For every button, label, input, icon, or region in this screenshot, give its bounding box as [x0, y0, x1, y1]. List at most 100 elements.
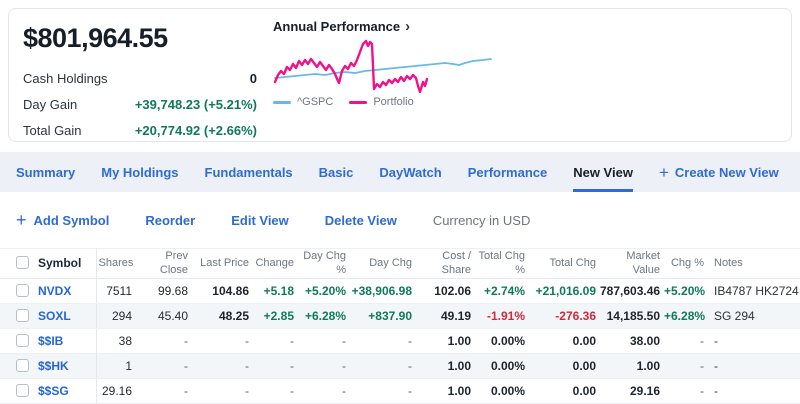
cell-prev-close: - — [134, 353, 190, 379]
summary-value: +20,774.92 (+2.66%) — [134, 122, 257, 138]
cell-total-chg: +2.74% — [473, 278, 527, 304]
symbol-link[interactable]: SOXL — [38, 309, 71, 323]
cell-change: - — [251, 353, 296, 379]
cell-cost-share: 49.19 — [414, 303, 473, 329]
currency-label: Currency in USD — [432, 212, 531, 228]
cell-total-chg: +21,016.09 — [527, 278, 598, 304]
row-checkbox[interactable] — [16, 334, 29, 347]
cell-shares: 294 — [96, 303, 134, 329]
cell-day-chg: - — [296, 378, 348, 404]
legend-swatch — [349, 100, 368, 104]
table-row-nvdx: NVDX 7511 99.68 104.86 +5.18 +5.20% +38,906.98… — [0, 278, 800, 304]
summary-label: Day Gain — [23, 96, 78, 112]
cell-last-price: 104.86 — [190, 278, 251, 304]
column-header-last-price: Last Price — [190, 248, 251, 279]
cell-shares: 1 — [96, 353, 134, 379]
cell-change: +2.85 — [251, 303, 296, 329]
cell-cost-share: 1.00 — [414, 353, 473, 379]
cell-notes: - — [706, 378, 800, 404]
table-toolbar: + Add Symbol Reorder Edit View Delete Vi… — [0, 192, 800, 248]
tab-fundamentals[interactable]: Fundamentals — [204, 164, 293, 180]
cell-total-chg: 0.00 — [527, 353, 598, 379]
portfolio-line — [273, 39, 429, 94]
cell-chg: +5.20% — [662, 278, 706, 304]
cell-last-price: - — [190, 353, 251, 379]
cell-notes: - — [706, 353, 800, 379]
tab-summary[interactable]: Summary — [16, 164, 76, 180]
cell-total-chg: 0.00 — [527, 328, 598, 354]
add-symbol-label: Add Symbol — [33, 212, 110, 228]
cell-market-value: 787,603.46 — [598, 278, 662, 304]
select-all-checkbox[interactable] — [16, 255, 29, 269]
column-header-change: Change — [251, 248, 296, 279]
summary-row-total-gain: Total Gain +20,774.92 (+2.66%) — [23, 117, 257, 143]
cell-change: +5.18 — [251, 278, 296, 304]
cell-day-chg: +38,906.98 — [348, 278, 414, 304]
symbol-cell: NVDX — [0, 278, 97, 304]
cell-shares: 7511 — [96, 278, 134, 304]
cell-market-value: 1.00 — [598, 353, 662, 379]
symbol-link[interactable]: NVDX — [38, 284, 72, 298]
add-symbol-button[interactable]: + Add Symbol — [16, 211, 109, 229]
cell-cost-share: 102.06 — [414, 278, 473, 304]
symbol-link[interactable]: $$IB — [38, 334, 64, 348]
cell-notes: - — [706, 328, 800, 354]
create-new-view-label: Create New View — [674, 164, 779, 180]
tab-my-holdings[interactable]: My Holdings — [101, 164, 179, 180]
cell-day-chg: - — [348, 353, 414, 379]
cell-market-value: 38.00 — [598, 328, 662, 354]
edit-view-button[interactable]: Edit View — [231, 212, 289, 228]
cell-day-chg: - — [348, 328, 414, 354]
cell-day-chg: +6.28% — [296, 303, 348, 329]
row-checkbox[interactable] — [16, 309, 29, 322]
cell-chg: - — [662, 378, 706, 404]
reorder-button[interactable]: Reorder — [145, 212, 196, 228]
legend-label: ^GSPC — [297, 96, 334, 108]
row-checkbox[interactable] — [16, 284, 29, 297]
cell-prev-close: - — [134, 328, 190, 354]
cell-market-value: 14,185.50 — [598, 303, 662, 329]
cell-chg: - — [662, 328, 706, 354]
table-header-row: Symbol Shares Prev Close Last Price Change Da… — [0, 248, 800, 279]
row-checkbox[interactable] — [16, 384, 29, 397]
tab-performance[interactable]: Performance — [467, 164, 548, 180]
symbol-cell: SOXL — [0, 303, 97, 329]
create-new-view-button[interactable]: + Create New View — [659, 152, 779, 192]
tab-new-view[interactable]: New View — [573, 152, 633, 192]
annual-performance-link[interactable]: Annual Performance › — [273, 19, 505, 34]
performance-line-chart — [273, 39, 492, 94]
summary-row-cash-holdings: Cash Holdings 0 — [23, 65, 257, 91]
chevron-right-icon: › — [405, 18, 411, 35]
cell-total-chg: -1.91% — [473, 303, 527, 329]
plus-icon: + — [658, 162, 669, 182]
row-checkbox[interactable] — [16, 359, 29, 372]
summary-value: +39,748.23 (+5.21%) — [134, 96, 257, 112]
delete-view-button[interactable]: Delete View — [324, 212, 397, 228]
gspc-line — [274, 58, 492, 79]
symbol-link[interactable]: $$HK — [38, 359, 69, 373]
symbol-link[interactable]: $$SG — [38, 384, 69, 398]
cell-cost-share: 1.00 — [414, 378, 473, 404]
view-tabs: Summary My Holdings Fundamentals Basic DayWa… — [0, 152, 800, 192]
column-header-market-value: Market Value — [598, 248, 662, 279]
column-header-total-chg: Total Chg — [527, 248, 598, 279]
plus-icon: + — [16, 210, 27, 230]
holdings-table: Symbol Shares Prev Close Last Price Change Da… — [0, 248, 800, 404]
cell-market-value: 29.16 — [598, 378, 662, 404]
table-row-soxl: SOXL 294 45.40 48.25 +2.85 +6.28% +837.90 49.19… — [0, 303, 800, 329]
cell-prev-close: 45.40 — [134, 303, 190, 329]
cell-last-price: 48.25 — [190, 303, 251, 329]
cell-last-price: - — [190, 378, 251, 404]
legend-swatch — [273, 100, 291, 104]
table-row-hk: $$HK 1- - - - -1.00 0.00% 0.00 1.00- - — [0, 353, 800, 379]
tab-basic[interactable]: Basic — [318, 164, 354, 180]
column-header-prev-close: Prev Close — [134, 248, 190, 279]
cell-day-chg: - — [348, 378, 414, 404]
tab-daywatch[interactable]: DayWatch — [379, 164, 442, 180]
cell-prev-close: - — [134, 378, 190, 404]
table-row-sg: $$SG 29.16- - - - -1.00 0.00% 0.00 29.16- - — [0, 378, 800, 404]
cell-total-chg: 0.00% — [473, 353, 527, 379]
summary-rows: Cash Holdings 0 Day Gain +39,748.23 (+5.21%… — [23, 65, 257, 143]
cell-shares: 29.16 — [96, 378, 134, 404]
